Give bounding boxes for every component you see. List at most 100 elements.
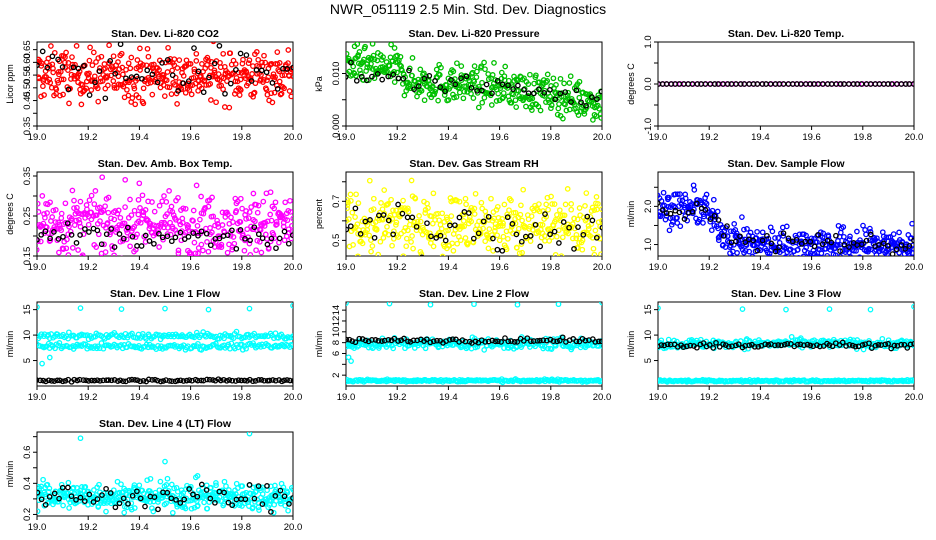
- point-dense: [450, 247, 457, 254]
- point-dense: [663, 213, 670, 219]
- point-sparse: [48, 378, 55, 384]
- point-dense: [285, 507, 291, 514]
- point-dense: [135, 211, 142, 218]
- x-tick-label: 19.2: [388, 392, 407, 403]
- point-dense: [495, 90, 502, 97]
- point-sparse: [164, 489, 171, 496]
- point-sparse: [346, 74, 349, 80]
- point-sparse: [233, 245, 240, 252]
- point-dense: [860, 222, 866, 229]
- point-sparse: [186, 486, 193, 492]
- point-dense: [104, 73, 111, 79]
- point-dense: [389, 58, 396, 64]
- point-sparse: [264, 241, 271, 248]
- point-sparse: [82, 226, 88, 232]
- point-sparse: [287, 377, 293, 384]
- x-tick-label: 19.4: [439, 132, 458, 143]
- point-sparse: [751, 343, 758, 350]
- point-dense: [272, 199, 279, 206]
- y-tick-label: 10: [22, 330, 33, 341]
- point-sparse: [379, 76, 386, 83]
- point-dense: [62, 200, 69, 207]
- point-dense-upper: [788, 333, 795, 340]
- point-dense: [569, 221, 576, 227]
- point-dense: [708, 227, 715, 234]
- point-sparse: [689, 208, 696, 215]
- point-sparse: [128, 74, 135, 80]
- point-sparse: [111, 244, 118, 250]
- point-sparse: [217, 377, 224, 384]
- point-dense: [219, 222, 226, 228]
- point-sparse: [251, 495, 258, 502]
- point-sparse: [737, 233, 743, 240]
- point-sparse: [458, 75, 464, 82]
- point-sparse: [693, 200, 700, 207]
- point-sparse: [38, 231, 45, 238]
- point-dense: [544, 71, 551, 78]
- x-tick-label: 19.8: [233, 262, 252, 273]
- point-sparse: [442, 88, 448, 95]
- point-sparse: [432, 78, 438, 84]
- point-sparse: [405, 338, 411, 345]
- point-sparse: [248, 78, 255, 84]
- point-sparse: [658, 342, 665, 348]
- point-dense: [131, 83, 137, 89]
- point-dense: [160, 492, 167, 499]
- point-dense-upper: [217, 332, 223, 339]
- point-sparse: [702, 81, 709, 87]
- point-dense: [674, 191, 681, 198]
- point-dense: [393, 219, 400, 226]
- point-dense: [115, 207, 122, 214]
- point-sparse: [281, 493, 288, 500]
- point-sparse: [86, 491, 93, 498]
- point-sparse: [598, 88, 602, 95]
- x-tick-label: 19.4: [751, 392, 770, 403]
- point-dense-lower: [599, 378, 602, 384]
- point-dense: [553, 233, 560, 240]
- point-outliers: [826, 306, 833, 312]
- y-tick-label: 0.55: [22, 66, 33, 85]
- point-dense: [46, 485, 53, 492]
- point-dense: [118, 50, 125, 57]
- point-sparse: [498, 339, 504, 345]
- point-sparse: [140, 377, 147, 384]
- point-sparse: [183, 377, 190, 384]
- point-dense: [140, 100, 147, 107]
- point-sparse: [238, 377, 245, 384]
- point-dense: [733, 230, 740, 237]
- point-dense: [548, 102, 555, 109]
- point-sparse: [737, 81, 744, 87]
- point-sparse: [134, 488, 140, 495]
- x-tick-label: 19.2: [700, 392, 719, 403]
- point-dense: [194, 473, 201, 479]
- point-dense: [677, 191, 683, 197]
- point-dense: [703, 200, 710, 207]
- point-dense: [485, 71, 492, 77]
- point-sparse: [149, 71, 156, 78]
- point-sparse: [154, 79, 161, 86]
- x-tick-label: 19.0: [649, 262, 668, 273]
- point-dense: [462, 195, 469, 202]
- point-dense: [251, 89, 258, 96]
- point-dense: [501, 201, 508, 208]
- point-dense: [131, 505, 138, 511]
- point-dense-lower: [911, 377, 914, 384]
- point-dense-upper: [665, 336, 672, 343]
- point-dense: [82, 484, 89, 490]
- point-outliers: [290, 302, 293, 309]
- point-dense: [816, 254, 822, 256]
- point-sparse: [735, 341, 742, 348]
- point-sparse: [251, 224, 258, 231]
- point-dense: [541, 93, 548, 99]
- point-dense: [118, 481, 124, 488]
- y-tick-label: 10: [643, 330, 654, 341]
- point-dense: [385, 201, 391, 207]
- point-sparse: [243, 52, 250, 58]
- point-outliers: [739, 306, 746, 312]
- point-dense: [204, 54, 211, 61]
- point-dense: [504, 85, 511, 91]
- point-sparse: [180, 80, 187, 87]
- point-sparse: [164, 233, 171, 240]
- point-sparse: [700, 340, 707, 346]
- point-sparse: [369, 73, 375, 80]
